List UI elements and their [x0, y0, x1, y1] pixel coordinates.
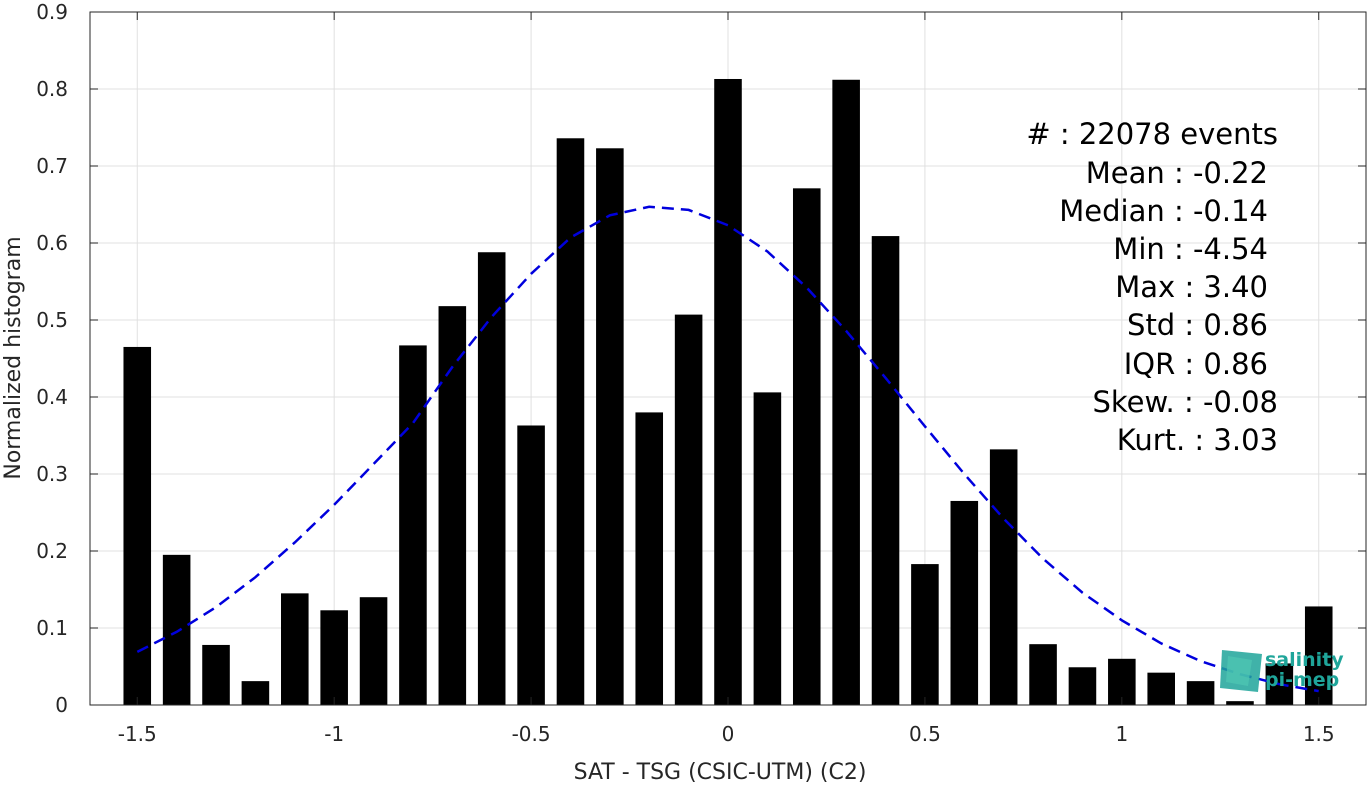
histogram-bar — [162, 554, 191, 705]
salinity-pimep-logo: salinity pi-mep — [1220, 649, 1344, 692]
histogram-bar — [202, 644, 230, 705]
histogram-bar — [517, 425, 545, 705]
histogram-bar — [320, 610, 348, 705]
histogram-bar — [1186, 681, 1215, 705]
histogram-bar — [989, 449, 1018, 705]
x-tick-label: 0 — [722, 722, 735, 746]
normal-fit-curve — [136, 205, 1319, 693]
histogram-bar — [123, 346, 152, 705]
statistics-box: # : 22078 events Mean : -0.22 Median : -… — [1026, 117, 1278, 457]
y-tick-label: 0.5 — [36, 308, 68, 332]
y-axis-ticks: 0 0.1 0.2 0.3 0.4 0.5 0.6 0.7 0.8 0.9 — [36, 0, 1366, 717]
histogram-bar — [477, 252, 506, 706]
y-tick-label: 0.7 — [36, 154, 68, 178]
y-tick-label: 0.3 — [36, 462, 68, 486]
y-axis-label: Normalized histogram — [1, 236, 26, 479]
x-tick-label: -1 — [324, 722, 344, 746]
histogram-bar — [871, 236, 900, 705]
logo-mark-front — [1226, 656, 1252, 686]
stat-iqr: IQR : 0.86 — [1124, 347, 1268, 381]
stat-mean: Mean : -0.22 — [1086, 156, 1268, 190]
stat-min: Min : -4.54 — [1113, 232, 1268, 266]
stat-max: Max : 3.40 — [1115, 270, 1268, 304]
histogram-bar — [399, 345, 427, 705]
histogram-bar — [1068, 667, 1097, 705]
histogram-bar — [635, 412, 664, 705]
x-tick-label: -0.5 — [512, 722, 551, 746]
y-tick-label: 0.4 — [36, 385, 68, 409]
histogram-bar — [832, 79, 860, 705]
x-axis-label: SAT - TSG (CSIC-UTM) (C2) — [574, 760, 867, 785]
logo-text-line1: salinity — [1265, 649, 1344, 671]
stat-kurt: Kurt. : 3.03 — [1117, 423, 1278, 457]
histogram-bar — [556, 138, 585, 705]
histogram-bar — [281, 593, 309, 705]
histogram-bar — [911, 564, 939, 705]
histogram-bar — [359, 597, 388, 705]
x-tick-label: 1 — [1115, 722, 1128, 746]
x-tick-label: -1.5 — [118, 722, 157, 746]
histogram-bar — [438, 306, 467, 705]
y-tick-label: 0.8 — [36, 77, 68, 101]
histogram-bars — [123, 78, 1333, 706]
histogram-bar — [714, 78, 742, 706]
x-axis-ticks: -1.5 -1 -0.5 0 0.5 1 1.5 — [118, 12, 1335, 746]
stat-std: Std : 0.86 — [1127, 308, 1268, 342]
stat-events: # : 22078 events — [1026, 117, 1278, 151]
histogram-bar — [1147, 672, 1175, 705]
y-tick-label: 0.6 — [36, 231, 68, 255]
x-tick-label: 0.5 — [909, 722, 941, 746]
histogram-bar — [241, 681, 270, 705]
logo-text-line2: pi-mep — [1265, 669, 1339, 691]
stat-skew: Skew. : -0.08 — [1092, 385, 1278, 419]
histogram-bar — [596, 148, 624, 706]
x-tick-label: 1.5 — [1303, 722, 1335, 746]
histogram-bar — [1029, 644, 1057, 705]
histogram-bar — [1304, 606, 1333, 705]
y-tick-label: 0.2 — [36, 539, 68, 563]
histogram-bar — [792, 188, 821, 705]
histogram-bar — [950, 500, 979, 705]
y-tick-label: 0.1 — [36, 616, 68, 640]
histogram-bar — [753, 392, 782, 705]
histogram-bar — [1226, 701, 1254, 705]
y-tick-label: 0 — [55, 693, 68, 717]
y-tick-label: 0.9 — [36, 0, 68, 24]
histogram-bar — [674, 314, 703, 705]
stat-median: Median : -0.14 — [1059, 194, 1268, 228]
